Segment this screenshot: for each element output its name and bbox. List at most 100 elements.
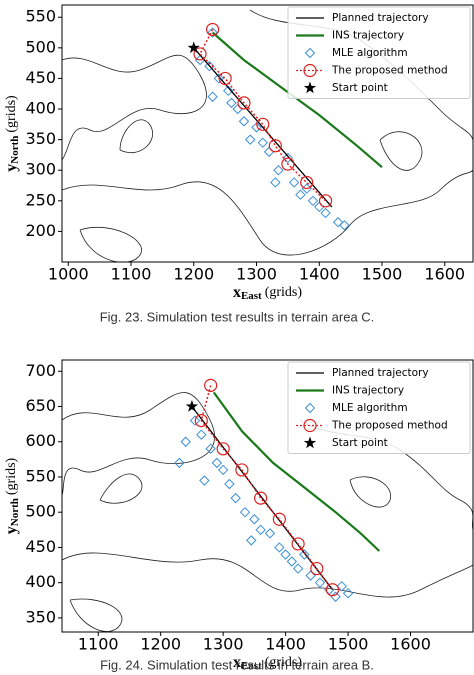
- x-axis-label: xEast (grids): [233, 284, 302, 302]
- series-line: [199, 29, 327, 202]
- data-point: [213, 73, 225, 84]
- axis-symbol: y: [3, 164, 20, 172]
- data-point: [286, 556, 298, 567]
- series-line: [193, 47, 333, 208]
- axis-symbol: x: [233, 284, 241, 301]
- figure-caption: Fig. 23. Simulation test results in terr…: [100, 309, 375, 324]
- data-point: [288, 177, 300, 188]
- data-point: [270, 177, 281, 188]
- axis-unit: (grids): [4, 457, 19, 495]
- x-axis-label: xEast (grids): [233, 654, 302, 672]
- terrain-contours: [62, 392, 473, 632]
- data-point: [254, 491, 268, 505]
- data-point: [205, 443, 216, 454]
- x-tick-label: 1500: [362, 265, 403, 284]
- data-point: [245, 134, 256, 145]
- data-point: [263, 146, 275, 158]
- data-point: [314, 577, 326, 588]
- data-point: [291, 537, 305, 551]
- data-point: [211, 457, 223, 469]
- data-point: [280, 549, 291, 560]
- data-point: [239, 506, 251, 518]
- legend-marker: [304, 402, 316, 414]
- legend-label: Start point: [332, 82, 388, 94]
- data-point: [300, 175, 314, 190]
- axis-unit: (grids): [4, 95, 19, 133]
- data-point: [251, 122, 262, 133]
- y-tick-label: 700: [25, 361, 56, 380]
- axis-unit: (grids): [265, 285, 303, 300]
- y-tick-label: 550: [25, 466, 56, 485]
- axis-subscript: North: [9, 498, 21, 526]
- plot-frame: [61, 359, 474, 633]
- data-point: [305, 570, 316, 581]
- x-tick-label: 1200: [140, 635, 181, 654]
- data-point: [218, 71, 232, 86]
- x-tick-label: 1200: [173, 265, 214, 284]
- series-line: [212, 391, 381, 552]
- data-point: [299, 549, 310, 560]
- data-point: [180, 436, 191, 447]
- legend-label: INS trajectory: [332, 30, 404, 42]
- data-point: [189, 415, 201, 426]
- y-tick-label: 600: [25, 431, 56, 450]
- data-point: [310, 561, 324, 576]
- plot-frame: [61, 4, 474, 263]
- data-point: [204, 378, 218, 392]
- data-point: [292, 563, 304, 574]
- legend-box: [287, 361, 471, 454]
- data-point: [207, 91, 218, 102]
- data-point: [223, 85, 234, 96]
- data-point: [194, 414, 208, 428]
- data-point: [230, 492, 241, 504]
- y-tick-label: 400: [25, 572, 56, 591]
- legend-marker: [303, 81, 317, 94]
- data-point: [207, 27, 218, 38]
- data-point: [237, 96, 251, 110]
- y-axis-label: yNorth (grids): [3, 457, 21, 534]
- y-tick-label: 500: [25, 37, 56, 56]
- y-tick-label: 650: [25, 396, 56, 415]
- axis-symbol: y: [3, 526, 20, 534]
- y-tick-label: 400: [25, 99, 56, 118]
- data-point: [336, 580, 348, 592]
- data-point: [314, 201, 325, 213]
- data-point: [325, 583, 340, 597]
- y-tick-label: 450: [25, 537, 56, 556]
- x-tick-label: 1400: [299, 265, 340, 284]
- x-tick-label: 1300: [203, 635, 244, 654]
- data-point: [199, 475, 210, 486]
- data-point: [226, 97, 237, 109]
- x-tick-label: 1500: [328, 635, 369, 654]
- data-point: [235, 463, 249, 477]
- data-point: [193, 47, 207, 61]
- y-tick-label: 250: [25, 190, 56, 209]
- axis-subscript: North: [9, 136, 21, 164]
- data-point: [216, 442, 230, 456]
- legend-label: Planned trajectory: [332, 367, 429, 379]
- data-point: [282, 152, 294, 164]
- plot-area: [187, 22, 383, 231]
- data-point: [264, 528, 276, 539]
- data-point: [217, 464, 229, 476]
- legend-label: MLE algorithm: [332, 402, 408, 414]
- data-point: [339, 220, 350, 231]
- axis-unit: (grids): [265, 655, 303, 670]
- data-point: [205, 22, 220, 37]
- data-point: [257, 137, 269, 148]
- legend-marker: [303, 436, 317, 449]
- x-tick-label: 1300: [236, 265, 277, 284]
- data-point: [196, 429, 207, 440]
- data-point: [185, 400, 199, 412]
- x-tick-label: 1400: [265, 635, 306, 654]
- legend-label: Planned trajectory: [332, 12, 429, 24]
- data-point: [187, 41, 200, 54]
- y-tick-label: 550: [25, 7, 56, 26]
- series-line: [211, 31, 383, 169]
- data-point: [295, 189, 306, 200]
- y-tick-label: 350: [25, 129, 56, 148]
- data-point: [238, 116, 250, 127]
- data-point: [272, 512, 286, 526]
- y-axis-label: yNorth (grids): [3, 95, 21, 172]
- axis-symbol: x: [233, 654, 241, 671]
